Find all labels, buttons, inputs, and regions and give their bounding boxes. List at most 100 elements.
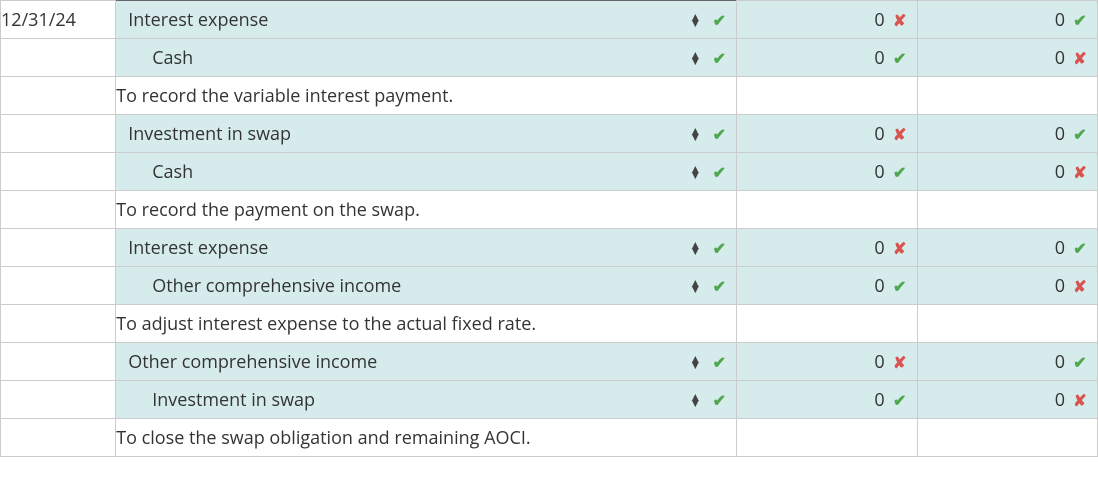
amount-value: 0 [1055,8,1065,32]
sort-icon[interactable]: ▲▼ [686,166,704,178]
journal-line-row: Interest expense▲▼✔0✘0✔ [1,229,1098,267]
description-cell: To close the swap obligation and remaini… [116,419,737,457]
check-icon: ✔ [891,161,909,183]
amount-value: 0 [874,46,884,70]
account-cell[interactable]: Investment in swap▲▼ ✔ [116,381,736,418]
date-cell [1,419,116,457]
check-icon: ✔ [891,275,909,297]
sort-icon[interactable]: ▲▼ [686,280,704,292]
cross-icon: ✘ [1071,275,1089,297]
cross-icon: ✘ [891,9,909,31]
sort-icon[interactable]: ▲▼ [686,52,704,64]
amount-cell[interactable]: 0✔ [918,115,1097,152]
account-cell[interactable]: Interest expense▲▼ ✔ [116,229,736,266]
account-cell[interactable]: Cash▲▼ ✔ [116,153,736,190]
check-icon: ✔ [710,47,728,69]
check-icon: ✔ [710,123,728,145]
date-cell [1,115,116,153]
description-row: To record the variable interest payment. [1,77,1098,115]
journal-line-row: Other comprehensive income▲▼✔0✘0✔ [1,343,1098,381]
amount-cell[interactable]: 0✘ [918,153,1097,190]
amount-value: 0 [1055,274,1065,298]
date-cell [1,77,116,115]
journal-line-row: Investment in swap▲▼✔0✔0✘ [1,381,1098,419]
sort-icon[interactable]: ▲▼ [686,14,704,26]
description-row: To adjust interest expense to the actual… [1,305,1098,343]
cross-icon: ✘ [1071,47,1089,69]
account-cell[interactable]: Other comprehensive income▲▼✔ [116,343,736,380]
amount-value: 0 [874,160,884,184]
journal-line-row: Cash▲▼✔0✔0✘ [1,39,1098,77]
date-cell: 12/31/24 [1,1,116,39]
description-cell: To adjust interest expense to the actual… [116,305,737,343]
account-name: Interest expense [124,236,686,260]
journal-line-row: Investment in swap▲▼✔0✘0✔ [1,115,1098,153]
amount-value: 0 [874,274,884,298]
check-icon: ✔ [1071,123,1089,145]
account-name: Interest expense [124,8,686,32]
cross-icon: ✘ [891,351,909,373]
description-cell: To record the variable interest payment. [116,77,737,115]
amount-cell[interactable]: 0✘ [737,343,916,380]
sort-icon[interactable]: ▲▼ [686,242,704,254]
account-cell[interactable]: Investment in swap▲▼ ✔ [116,115,736,152]
date-cell [1,381,116,419]
check-icon: ✔ [1071,351,1089,373]
amount-cell[interactable]: 0✘ [737,115,916,152]
amount-value: 0 [874,122,884,146]
account-name: Investment in swap [124,388,686,412]
amount-value: 0 [874,350,884,374]
check-icon: ✔ [710,389,728,411]
amount-value: 0 [1055,46,1065,70]
check-icon: ✔ [891,389,909,411]
description-row: To record the payment on the swap. [1,191,1098,229]
amount-cell[interactable]: 0✔ [737,267,916,304]
check-icon: ✔ [710,9,728,31]
journal-line-row: Other comprehensive income▲▼✔0✔0✘ [1,267,1098,305]
check-icon: ✔ [1071,237,1089,259]
sort-icon[interactable]: ▲▼ [686,356,704,368]
amount-cell[interactable]: 0✔ [918,1,1097,38]
amount-value: 0 [1055,388,1065,412]
description-cell: To record the payment on the swap. [116,191,737,229]
date-cell [1,305,116,343]
cross-icon: ✘ [891,237,909,259]
amount-cell[interactable]: 0✔ [737,39,916,76]
check-icon: ✔ [710,351,728,373]
amount-cell[interactable]: 0✘ [918,267,1097,304]
date-cell [1,343,116,381]
amount-value: 0 [1055,160,1065,184]
account-cell[interactable]: Interest expense▲▼ ✔ [116,1,736,38]
amount-cell[interactable]: 0✔ [737,153,916,190]
check-icon: ✔ [710,161,728,183]
sort-icon[interactable]: ▲▼ [686,128,704,140]
sort-icon[interactable]: ▲▼ [686,394,704,406]
date-cell [1,229,116,267]
account-name: Cash [124,46,686,70]
account-cell[interactable]: Cash▲▼ ✔ [116,39,736,76]
amount-cell[interactable]: 0✘ [918,381,1097,418]
check-icon: ✔ [1071,9,1089,31]
amount-cell[interactable]: 0✔ [918,343,1097,380]
amount-value: 0 [1055,350,1065,374]
amount-value: 0 [1055,236,1065,260]
account-name: Cash [124,160,686,184]
date-cell [1,267,116,305]
amount-value: 0 [874,236,884,260]
account-cell[interactable]: Other comprehensive income▲▼✔ [116,267,736,304]
amount-value: 0 [874,8,884,32]
check-icon: ✔ [710,237,728,259]
amount-cell[interactable]: 0✘ [918,39,1097,76]
amount-cell[interactable]: 0✘ [737,229,916,266]
account-name: Other comprehensive income [124,274,686,298]
cross-icon: ✘ [1071,389,1089,411]
amount-cell[interactable]: 0✔ [918,229,1097,266]
description-row: To close the swap obligation and remaini… [1,419,1098,457]
date-cell [1,39,116,77]
check-icon: ✔ [891,47,909,69]
amount-cell[interactable]: 0✘ [737,1,916,38]
account-name: Investment in swap [124,122,686,146]
journal-entry-table: 12/31/24Interest expense▲▼✔0✘0✔Cash▲▼✔0✔… [0,0,1098,457]
amount-cell[interactable]: 0✔ [737,381,916,418]
date-cell [1,153,116,191]
